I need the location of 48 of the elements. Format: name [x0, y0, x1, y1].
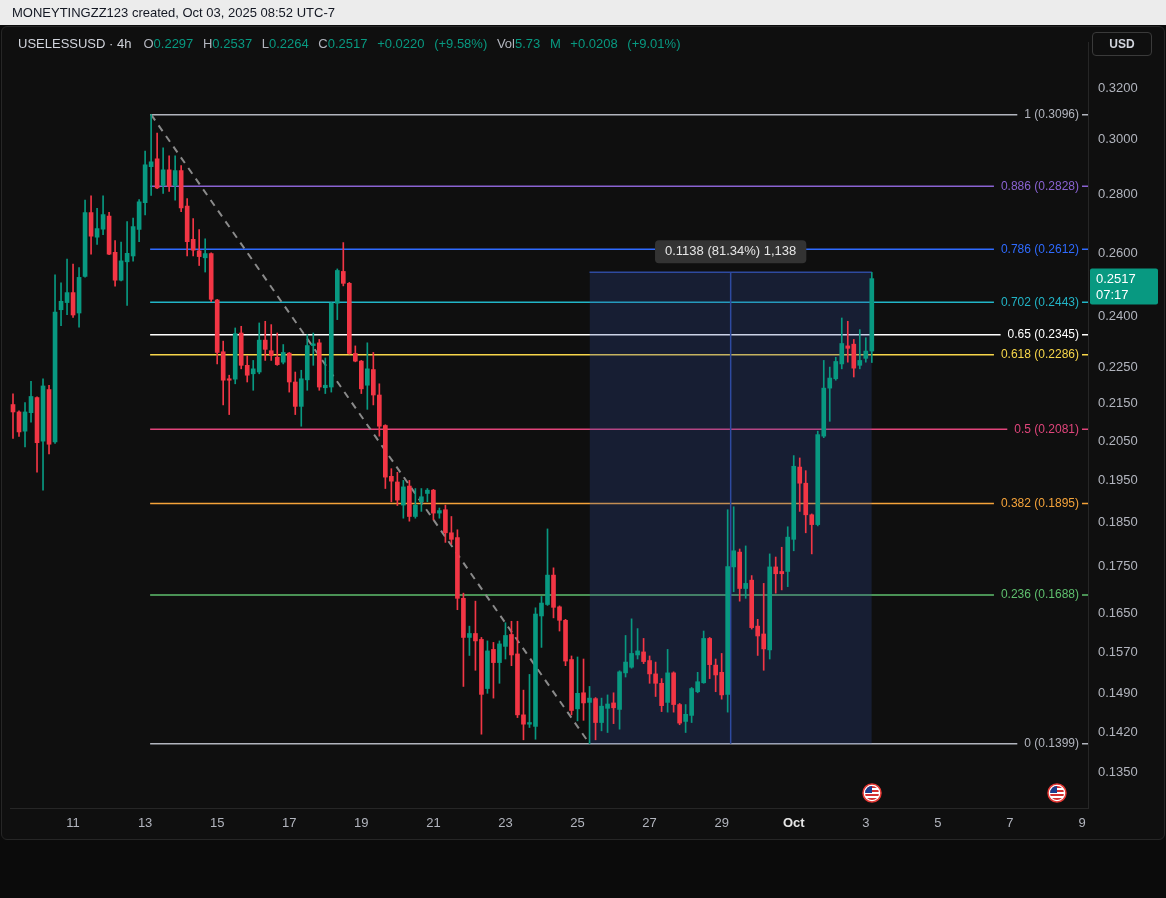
y-tick-label: 0.3200: [1098, 80, 1138, 96]
x-tick-label: 15: [209, 815, 225, 831]
y-tick-label: 0.1490: [1098, 685, 1138, 701]
x-tick-label: 13: [137, 815, 153, 831]
ref-line-label: 0.786 (0.2612): [1000, 241, 1079, 256]
x-tick-label: 5: [934, 815, 942, 831]
ref-line-label: 0.236 (0.1688): [1000, 587, 1079, 602]
y-tick-label: 0.1850: [1098, 514, 1138, 530]
y-tick-label: 0.2600: [1098, 244, 1138, 260]
y-tick-label: 0.3000: [1098, 131, 1138, 147]
y-tick-label: 0.2400: [1098, 307, 1138, 323]
ref-line-label: 0.618 (0.2286): [1000, 347, 1079, 362]
x-tick-label: 23: [498, 815, 513, 831]
x-tick-label: 27: [642, 815, 657, 831]
chart-title: USELESSUSD · 4h: [18, 36, 132, 51]
y-tick-label: 0.1950: [1098, 472, 1138, 488]
x-tick-label: 11: [66, 815, 80, 831]
ref-line-label: 0.382 (0.1895): [1000, 495, 1079, 510]
x-tick-label: 3: [862, 815, 870, 831]
y-tick-label: 0.2050: [1098, 432, 1138, 448]
y-tick-label: 0.2250: [1098, 359, 1138, 375]
annotation: 0.1138 (81.34%) 1,138: [665, 243, 797, 259]
x-tick-label: Oct: [782, 815, 806, 831]
x-tick-label: 9: [1078, 815, 1086, 831]
x-tick-label: 7: [1006, 815, 1014, 831]
y-tick-label: 0.2150: [1098, 395, 1138, 411]
text: 0.2517: [1096, 271, 1136, 287]
ref-line-label: 0.65 (0.2345): [1007, 326, 1080, 341]
y-tick-label: 0.1570: [1098, 644, 1138, 660]
ref-line-label: 1 (0.3096): [1024, 106, 1079, 121]
text: O0.2297 H0.2537 L0.2264 C0.2517 +0.0220 (+9.58%) Vol5.73 M +0.0208 (+9.01%): [143, 36, 681, 51]
text: 07:17: [1096, 287, 1129, 303]
y-tick-label: 0.2800: [1098, 185, 1138, 201]
ref-line-label: 0.5 (0.2081): [1014, 421, 1080, 436]
y-tick-label: 0.1750: [1098, 558, 1138, 574]
ref-line-label: 0.886 (0.2828): [1000, 178, 1079, 193]
y-tick-label: 0.1350: [1098, 763, 1138, 779]
x-tick-label: 21: [426, 815, 441, 831]
x-tick-label: 17: [282, 815, 297, 831]
ref-line-label: 0.702 (0.2443): [1000, 294, 1079, 309]
x-tick-label: 25: [570, 815, 585, 831]
text: MONEYTINGZZ123 created, Oct 03, 2025 08:52 UTC-7: [0, 0, 1166, 25]
x-tick-label: 29: [714, 815, 729, 831]
y-axis-title: USD: [1092, 32, 1152, 56]
ref-line-label: 0 (0.1399): [1024, 736, 1079, 751]
x-tick-label: 19: [354, 815, 369, 831]
y-tick-label: 0.1420: [1098, 723, 1138, 739]
y-tick-label: 0.1650: [1098, 604, 1138, 620]
